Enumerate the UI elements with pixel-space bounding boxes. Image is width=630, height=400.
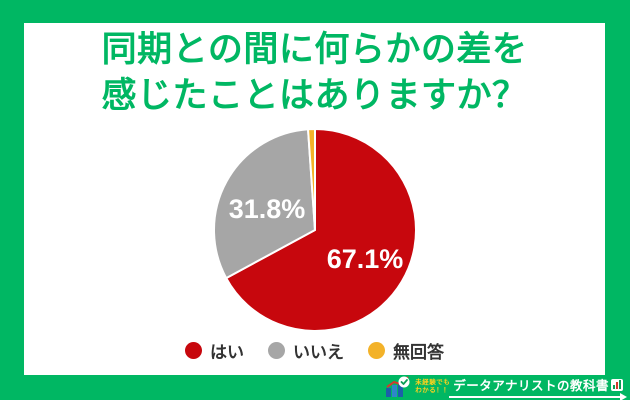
watermark-arrow-icon — [449, 393, 627, 400]
watermark-tagline-line-1: 未経験でも — [415, 378, 451, 386]
legend-label-no-answer: 無回答 — [393, 343, 444, 362]
pie-slice-yes — [225, 128, 418, 332]
pie-slice-no-answer — [307, 127, 316, 231]
chart-title-line-1: 同期との間に何らかの差を — [101, 30, 528, 69]
pie-label-no: 31.8% — [229, 194, 306, 224]
pie-chart: 31.8% 67.1% — [213, 127, 418, 332]
watermark-tagline-line-2: わかる！！ — [415, 386, 451, 394]
legend-dot-no-answer-icon — [368, 342, 385, 359]
chart-legend: はい いいえ 無回答 — [24, 338, 605, 363]
watermark-title: データアナリストの教科書 — [453, 379, 609, 393]
chart-title-line-2: 感じたことはありますか？ — [101, 76, 528, 115]
book-chart-icon — [611, 378, 623, 391]
pie-label-yes: 67.1% — [327, 244, 404, 274]
watermark-tagline: 未経験でも わかる！！ — [415, 379, 450, 395]
legend-label-yes: はい — [210, 343, 244, 362]
pie-slice-no — [213, 128, 316, 280]
legend-dot-no-icon — [268, 342, 285, 359]
legend-item-no-answer: 無回答 — [368, 338, 444, 363]
legend-dot-yes-icon — [185, 342, 202, 359]
watermark: 未経験でも わかる！！ データアナリストの教科書 — [385, 373, 627, 400]
chart-title: 同期との間に何らかの差を 感じたことはありますか？ — [24, 27, 605, 119]
legend-label-no: いいえ — [293, 343, 344, 362]
watermark-logo-icon — [386, 376, 410, 397]
watermark-main: データアナリストの教科書 — [449, 373, 627, 400]
legend-item-yes: はい — [185, 338, 244, 363]
legend-item-no: いいえ — [268, 338, 344, 363]
